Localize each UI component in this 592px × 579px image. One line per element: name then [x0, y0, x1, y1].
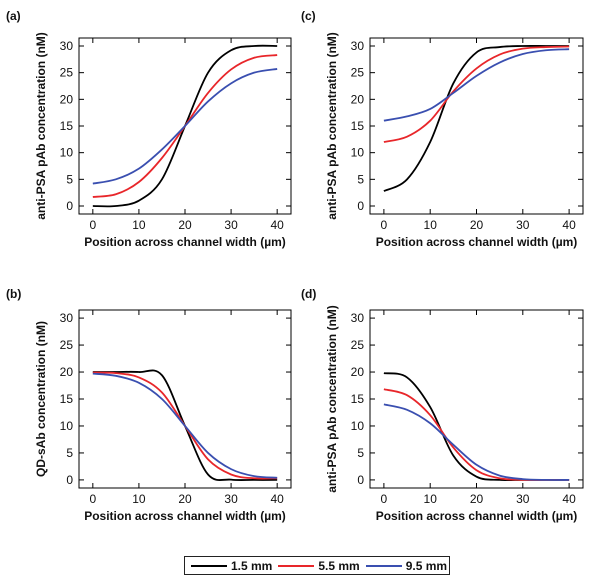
y-tick-label: 30 — [351, 311, 365, 325]
x-tick-label: 30 — [516, 492, 530, 506]
y-tick-label: 0 — [357, 473, 364, 487]
x-tick-label: 0 — [89, 218, 96, 232]
x-tick-label: 0 — [381, 492, 388, 506]
y-tick-label: 10 — [351, 419, 365, 433]
series-line-9-5-mm — [383, 403, 570, 481]
panel-2: (c) 0 10 20 30 40 0 5 10 15 20 25 30 Position across … — [301, 9, 584, 249]
y-tick-label: 20 — [351, 92, 365, 106]
y-tick-label: 5 — [357, 172, 364, 186]
x-tick-label: 20 — [470, 492, 484, 506]
x-axis-label: Position across channel width (µm) — [84, 509, 286, 523]
y-tick-label: 20 — [351, 365, 365, 379]
x-tick-label: 10 — [132, 492, 146, 506]
panel-label-4: (d) — [301, 287, 316, 301]
legend-swatch-3 — [365, 564, 402, 567]
y-tick-label: 30 — [60, 311, 74, 325]
x-tick-label: 10 — [424, 218, 438, 232]
y-tick-label: 0 — [357, 199, 364, 213]
legend-label-2: 5.5 mm — [318, 558, 360, 573]
plot-frame — [78, 309, 292, 489]
x-tick-label: 40 — [270, 218, 284, 232]
y-tick-label: 30 — [60, 39, 74, 53]
y-axis-label: QD-sAb concentration (nM) — [34, 321, 48, 477]
y-tick-label: 0 — [66, 473, 73, 487]
y-axis-label: anti-PSA pAb concentration (nM) — [325, 305, 339, 493]
y-tick-label: 5 — [66, 172, 73, 186]
x-tick-label: 20 — [178, 218, 192, 232]
x-tick-label: 0 — [89, 492, 96, 506]
legend-label-3: 9.5 mm — [405, 558, 448, 573]
y-tick-label: 15 — [351, 119, 365, 133]
y-tick-label: 15 — [60, 119, 74, 133]
series-line-9-5-mm — [92, 68, 278, 185]
y-tick-label: 10 — [351, 146, 365, 160]
plot-frame — [369, 309, 584, 489]
y-tick-label: 25 — [60, 66, 74, 80]
y-tick-label: 10 — [60, 419, 74, 433]
y-tick-label: 5 — [357, 446, 364, 460]
x-axis-label: Position across channel width (µm) — [84, 235, 286, 249]
x-tick-label: 10 — [132, 218, 146, 232]
legend-swatch-1 — [191, 564, 227, 567]
x-axis-label: Position across channel width (µm) — [376, 235, 578, 249]
x-tick-label: 40 — [270, 492, 284, 506]
panel-4: (d) 0 10 20 30 40 0 5 10 15 20 25 30 Position across … — [301, 287, 584, 523]
legend-item-1: 1.5 mm — [191, 559, 272, 573]
x-tick-label: 30 — [516, 218, 530, 232]
y-tick-label: 15 — [60, 392, 74, 406]
y-tick-label: 5 — [66, 446, 73, 460]
y-tick-label: 20 — [60, 365, 74, 379]
series-line-9-5-mm — [92, 372, 278, 479]
x-tick-label: 40 — [562, 218, 576, 232]
x-tick-label: 40 — [562, 492, 576, 506]
y-tick-label: 25 — [60, 338, 74, 352]
x-tick-label: 30 — [224, 492, 238, 506]
series-line-9-5-mm — [383, 48, 570, 122]
series-line-1-5-mm — [383, 45, 570, 192]
legend-item-2: 5.5 mm — [278, 558, 360, 573]
x-tick-label: 10 — [424, 492, 438, 506]
panel-1: (a) 0 10 20 30 40 0 5 10 15 20 25 30 Position across … — [6, 9, 292, 249]
legend-label-1: 1.5 mm — [231, 558, 273, 573]
panel-label-3: (b) — [6, 287, 21, 301]
series-line-5-5-mm — [383, 45, 570, 143]
plot-frame — [369, 37, 584, 215]
panel-label-2: (c) — [301, 9, 316, 23]
panel-label-1: (a) — [6, 9, 21, 23]
x-axis-label: Position across channel width (µm) — [376, 509, 578, 523]
panel-3: (b) 0 10 20 30 40 0 5 10 15 20 25 30 Position across … — [6, 287, 292, 523]
y-tick-label: 0 — [66, 199, 73, 213]
y-tick-label: 20 — [60, 92, 74, 106]
y-tick-label: 25 — [351, 66, 365, 80]
x-tick-label: 20 — [178, 492, 192, 506]
y-tick-label: 15 — [351, 392, 365, 406]
x-tick-label: 20 — [470, 218, 484, 232]
x-tick-label: 30 — [224, 218, 238, 232]
legend: 1.5 mm 5.5 mm 9.5 mm — [184, 556, 450, 575]
legend-item-3: 9.5 mm — [365, 558, 448, 573]
y-tick-label: 30 — [351, 39, 365, 53]
y-tick-label: 25 — [351, 338, 365, 352]
legend-swatch-2 — [278, 564, 315, 567]
series-line-5-5-mm — [383, 388, 570, 481]
y-tick-label: 10 — [60, 146, 74, 160]
y-axis-label: anti-PSA pAb concentration (nM) — [325, 32, 339, 220]
y-axis-label: anti-PSA pAb concentration (nM) — [34, 32, 48, 220]
x-tick-label: 0 — [381, 218, 388, 232]
